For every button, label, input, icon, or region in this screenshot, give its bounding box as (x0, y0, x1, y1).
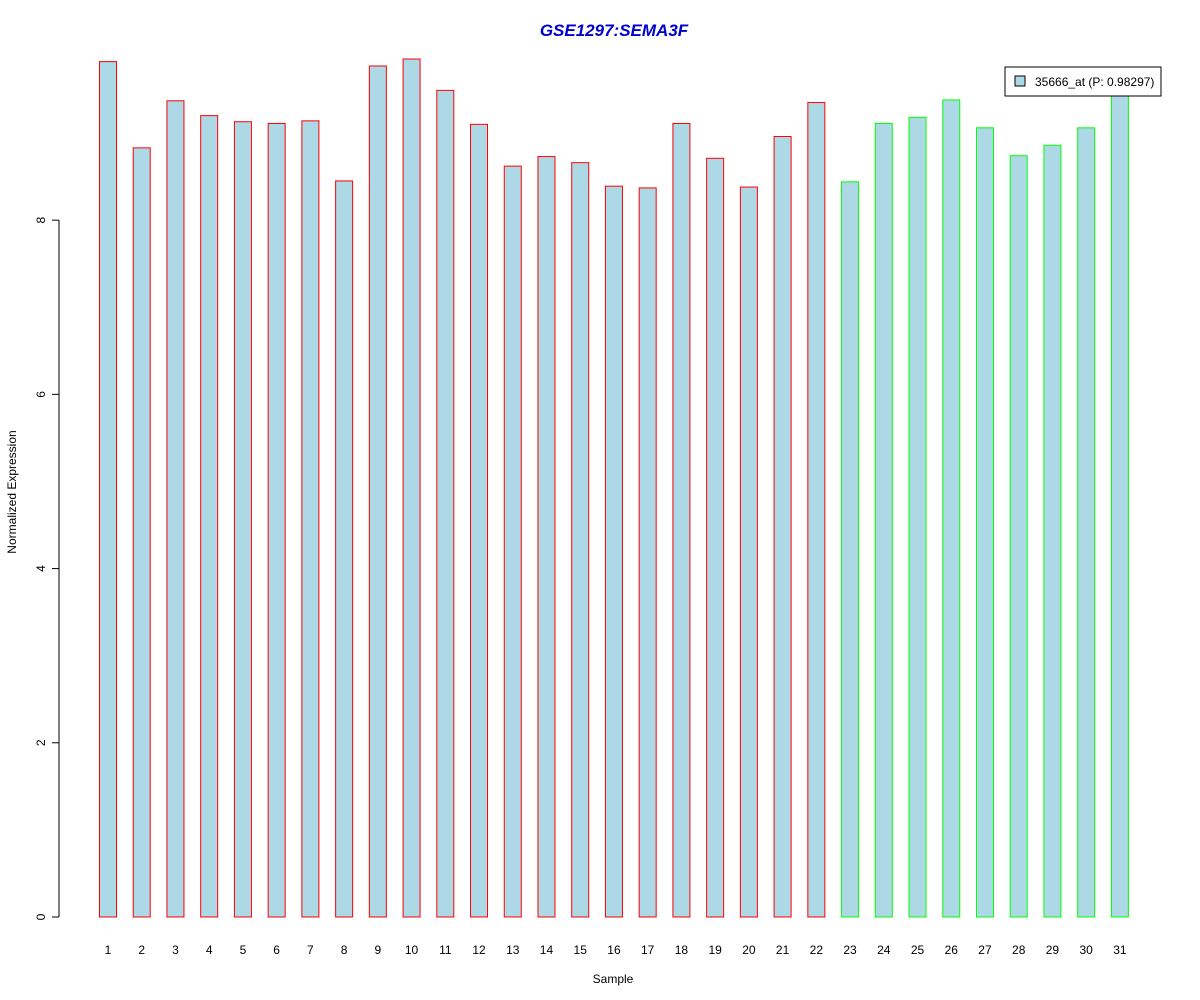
x-tick-label: 5 (240, 943, 247, 957)
bar-sample-29 (1043, 144, 1062, 918)
bar-sample-19 (706, 157, 725, 918)
x-tick-label: 10 (405, 943, 419, 957)
x-tick-label: 31 (1113, 943, 1127, 957)
y-tick-label: 4 (34, 565, 48, 572)
bars-group (99, 58, 1129, 918)
x-tick-label: 11 (439, 943, 452, 957)
x-tick-label: 14 (540, 943, 554, 957)
legend-box (1004, 66, 1162, 97)
legend: 35666_at (P: 0.98297) (1004, 66, 1162, 97)
x-tick-label: 9 (374, 943, 381, 957)
x-tick-label: 6 (273, 943, 280, 957)
x-tick-label: 16 (607, 943, 621, 957)
bar-sample-10 (402, 58, 421, 918)
bar-sample-22 (807, 102, 826, 918)
bar-sample-30 (1077, 127, 1096, 918)
bar-sample-7 (301, 120, 320, 918)
x-tick-label: 30 (1079, 943, 1093, 957)
bar-sample-2 (132, 147, 151, 918)
x-tick-label: 20 (742, 943, 756, 957)
y-tick-label: 6 (34, 391, 48, 398)
chart-title: GSE1297:SEMA3F (540, 21, 689, 40)
bar-sample-14 (537, 156, 556, 918)
bar-sample-5 (233, 121, 252, 918)
bar-sample-28 (1009, 155, 1028, 918)
x-tick-label: 18 (675, 943, 689, 957)
x-axis-label: Sample (593, 972, 634, 986)
y-axis-label: Normalized Expression (5, 430, 19, 553)
bar-sample-6 (267, 122, 286, 918)
bar-sample-17 (638, 187, 657, 918)
bar-sample-13 (503, 165, 522, 918)
bar-sample-31 (1110, 77, 1129, 918)
x-tick-label: 21 (776, 943, 790, 957)
bar-sample-25 (908, 116, 927, 918)
bar-sample-4 (200, 115, 219, 918)
bar-sample-20 (739, 186, 758, 918)
x-tick-label: 2 (138, 943, 145, 957)
x-tick-label: 1 (105, 943, 112, 957)
x-tick-label: 4 (206, 943, 213, 957)
y-tick-label: 2 (34, 739, 48, 746)
x-tick-label: 3 (172, 943, 179, 957)
x-tick-label: 25 (911, 943, 925, 957)
x-tick-label: 13 (506, 943, 520, 957)
x-tick-label: 15 (574, 943, 588, 957)
y-axis: 0 2 4 6 8 (34, 216, 60, 920)
x-tick-label: 12 (472, 943, 486, 957)
x-tick-labels: 1 2 3 4 5 6 7 8 9 10 11 12 13 14 15 16 17 18 19 20 21 22 23 24 2… (105, 943, 1127, 957)
bar-sample-11 (436, 89, 455, 918)
x-tick-label: 27 (978, 943, 992, 957)
x-tick-label: 23 (843, 943, 857, 957)
y-tick-label: 0 (34, 913, 48, 920)
bar-sample-8 (335, 180, 354, 918)
x-tick-label: 17 (641, 943, 655, 957)
x-tick-label: 29 (1046, 943, 1060, 957)
bar-sample-3 (166, 100, 185, 918)
bar-sample-18 (672, 122, 691, 918)
legend-label: 35666_at (P: 0.98297) (1035, 75, 1154, 89)
legend-swatch (1014, 75, 1026, 87)
bar-sample-9 (368, 65, 387, 918)
x-tick-label: 22 (810, 943, 824, 957)
bar-sample-27 (975, 127, 994, 918)
x-tick-label: 28 (1012, 943, 1026, 957)
x-tick-label: 24 (877, 943, 891, 957)
bar-sample-23 (841, 181, 860, 918)
bar-sample-12 (470, 123, 489, 918)
x-tick-label: 8 (341, 943, 348, 957)
bar-sample-21 (773, 136, 792, 918)
bar-sample-24 (874, 122, 893, 918)
bar-sample-26 (942, 99, 961, 918)
y-tick-label: 8 (34, 216, 48, 223)
bar-sample-15 (571, 162, 590, 918)
x-tick-label: 19 (708, 943, 722, 957)
x-tick-label: 7 (307, 943, 314, 957)
bar-sample-16 (604, 185, 623, 918)
x-tick-label: 26 (945, 943, 959, 957)
bar-sample-1 (99, 61, 117, 918)
